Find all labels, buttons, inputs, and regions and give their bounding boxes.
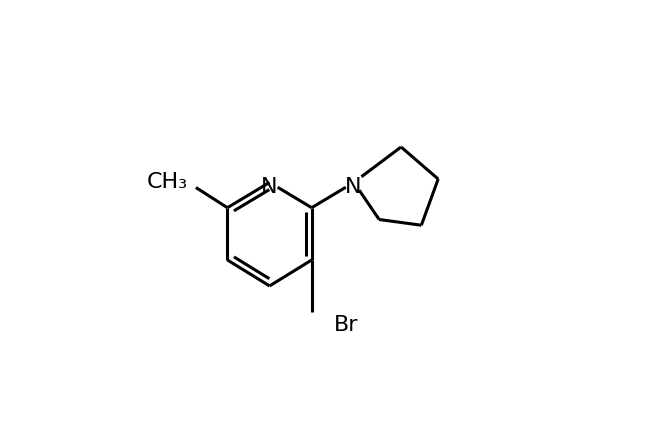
Text: N: N bbox=[261, 177, 278, 198]
Text: CH₃: CH₃ bbox=[147, 173, 188, 192]
Text: Br: Br bbox=[333, 315, 358, 335]
Text: N: N bbox=[345, 177, 361, 197]
